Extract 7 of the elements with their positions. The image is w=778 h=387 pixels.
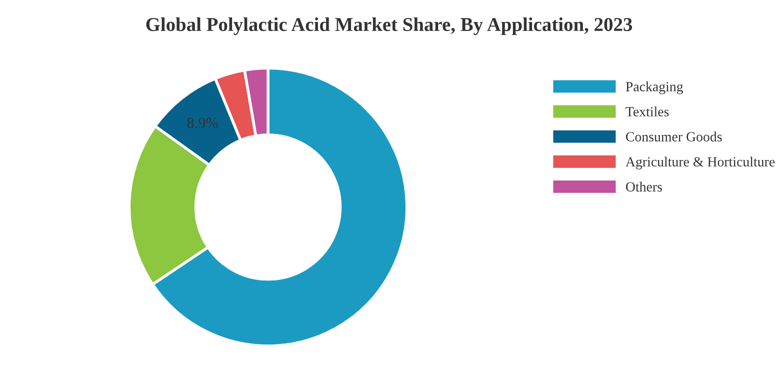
chart-title: Global Polylactic Acid Market Share, By Application, 2023 (146, 17, 632, 36)
legend-label: Packaging (626, 82, 684, 94)
legend-label: Textiles (626, 106, 669, 116)
data-label: 8.9% (187, 118, 218, 128)
legend-label: Agriculture & Horticulture (626, 156, 775, 170)
legend-label: Others (626, 182, 662, 192)
legend-label: Consumer Goods (626, 132, 722, 142)
